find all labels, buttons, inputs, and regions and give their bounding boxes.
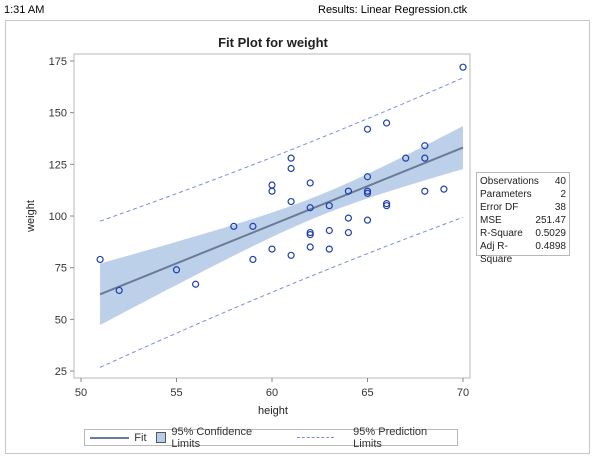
- data-point: [363, 216, 372, 224]
- stat-row: Error DF 38: [480, 201, 566, 214]
- stat-label: Parameters: [480, 189, 532, 200]
- data-point: [306, 228, 314, 237]
- data-point: [363, 187, 372, 195]
- data-point: [287, 197, 295, 206]
- data-point: [249, 222, 257, 230]
- data-point: [230, 222, 238, 230]
- data-point: [363, 125, 372, 133]
- data-point: [383, 119, 391, 127]
- data-point: [249, 255, 257, 264]
- stat-value: 38: [554, 202, 566, 213]
- data-point: [306, 243, 314, 251]
- window-title: Results: Linear Regression.ctk: [318, 4, 468, 16]
- stat-label: MSE: [480, 215, 502, 226]
- data-point: [96, 255, 104, 264]
- y-tick-label: 75: [55, 263, 67, 275]
- stat-row: Observations 40: [480, 175, 566, 188]
- y-tick-label: 125: [49, 159, 67, 171]
- data-point: [344, 214, 352, 222]
- stat-row: R-Square 0.5029: [480, 227, 566, 240]
- y-tick-label: 50: [55, 314, 67, 326]
- fit-statistics-table: Observations 40 Parameters 2 Error DF 38 MSE 25…: [476, 172, 570, 265]
- data-point: [383, 202, 391, 210]
- x-tick-label: 65: [361, 387, 373, 399]
- data-point: [344, 187, 352, 195]
- fit-legend-swatch: [90, 436, 130, 439]
- stat-label: R-Square: [480, 228, 523, 239]
- x-tick-label: 50: [75, 387, 87, 399]
- data-point: [325, 226, 333, 235]
- x-axis-label: height: [258, 405, 288, 417]
- stat-value: 251.47: [535, 215, 566, 226]
- data-point: [363, 173, 372, 181]
- stat-value: 40: [554, 176, 566, 187]
- data-point: [306, 204, 314, 212]
- data-point: [306, 231, 314, 239]
- x-tick-label: 55: [170, 387, 182, 399]
- chart-frame: [5, 20, 590, 454]
- stat-value: 0.4898: [535, 241, 566, 252]
- stat-label: Error DF: [480, 202, 519, 213]
- data-point: [306, 179, 314, 187]
- data-point: [344, 228, 352, 237]
- stat-row: Adj R-Square 0.4898: [480, 240, 566, 265]
- data-point: [421, 142, 429, 150]
- fit-line: [99, 146, 464, 296]
- legend: Fit 95% Confidence Limits 95% Prediction…: [84, 426, 458, 450]
- x-tick-label: 60: [266, 387, 278, 399]
- stat-row: Parameters 2: [480, 188, 566, 201]
- y-axis-label: weight: [25, 200, 37, 233]
- data-point: [383, 200, 391, 208]
- legend-fit: Fit: [134, 431, 147, 444]
- y-tick-label: 175: [49, 56, 67, 68]
- chart-title: Fit Plot for weight: [218, 35, 328, 50]
- data-point: [287, 251, 295, 259]
- ci-legend-swatch: [155, 432, 167, 443]
- data-point: [421, 154, 429, 162]
- data-point: [325, 245, 333, 253]
- stat-label: Observations: [480, 176, 539, 187]
- data-point: [268, 181, 276, 189]
- y-tick-label: 25: [55, 366, 67, 378]
- data-point: [287, 164, 295, 173]
- stat-value: 2: [560, 189, 566, 200]
- legend-pl: 95% Prediction Limits: [353, 425, 428, 450]
- data-point: [115, 286, 123, 295]
- y-tick-label: 150: [49, 108, 67, 120]
- data-point: [421, 187, 429, 195]
- data-point: [363, 189, 372, 197]
- data-point: [268, 245, 276, 253]
- pl-legend-swatch: [296, 437, 335, 438]
- data-point: [325, 202, 333, 210]
- y-tick-label: 100: [49, 211, 67, 223]
- data-point: [172, 266, 181, 274]
- legend-ci: 95% Confidence Limits: [171, 425, 253, 450]
- x-tick-label: 70: [457, 387, 469, 399]
- stat-row: MSE 251.47: [480, 214, 566, 227]
- data-point: [192, 280, 200, 288]
- data-point: [440, 185, 448, 193]
- stat-label: Adj R-Square: [480, 241, 513, 265]
- data-point: [402, 154, 410, 162]
- data-point: [459, 63, 467, 71]
- confidence-band: [100, 126, 463, 325]
- clock: 1:31 AM: [4, 4, 45, 16]
- lower-prediction-limit: [99, 216, 464, 368]
- data-point: [268, 187, 276, 195]
- upper-prediction-limit: [99, 77, 464, 222]
- stat-value: 0.5029: [535, 228, 566, 239]
- data-point: [287, 154, 295, 162]
